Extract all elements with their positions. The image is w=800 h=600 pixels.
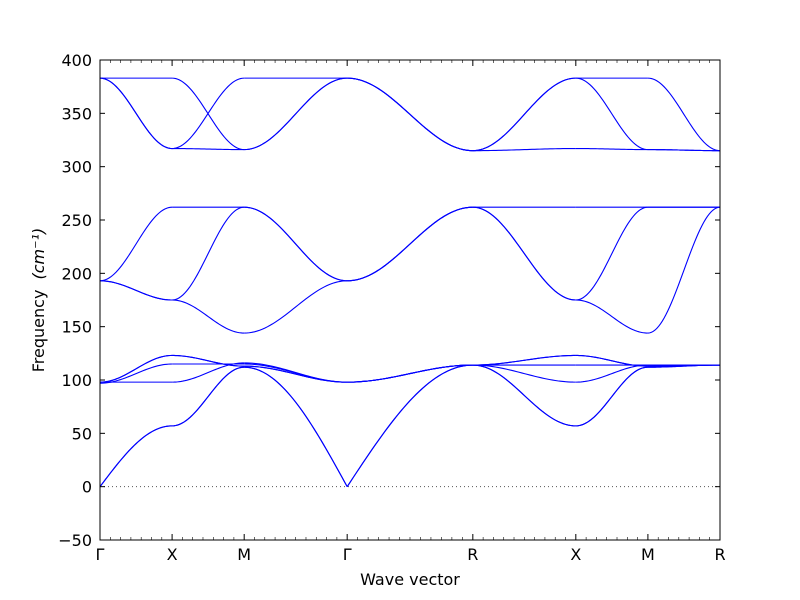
band-line [172, 206, 245, 301]
band-line [575, 366, 648, 427]
band-line [575, 147, 648, 151]
band-line [346, 364, 473, 487]
x-axis-label: Wave vector [360, 570, 460, 589]
band-line [172, 366, 245, 427]
band-line [472, 364, 576, 383]
band-line [244, 77, 348, 151]
band-line [647, 77, 721, 152]
x-tick-label: X [167, 545, 178, 564]
y-tick-label: 100 [61, 371, 92, 390]
y-tick-label: 150 [61, 318, 92, 337]
band-line [647, 206, 721, 334]
band-line [172, 147, 245, 151]
band-line [347, 206, 473, 282]
x-tick-label: Γ [343, 545, 352, 564]
plot-frame [99, 59, 721, 541]
band-line [575, 354, 648, 367]
y-tick-label: 400 [61, 51, 92, 70]
y-tick-label: −50 [58, 531, 92, 550]
x-tick-label: R [467, 545, 478, 564]
y-axis-label-unit: (cm⁻¹) [29, 228, 48, 280]
band-line [347, 364, 473, 383]
band-line [575, 364, 648, 383]
y-axis-label-text: Frequency [29, 290, 48, 373]
band-line [472, 354, 576, 366]
band-line [99, 280, 173, 301]
band-line [575, 206, 648, 301]
band-line [472, 364, 576, 427]
bands-layer [99, 77, 721, 488]
x-tick-label: X [570, 545, 581, 564]
y-tick-label: 0 [82, 478, 92, 497]
y-tick-label: 350 [61, 104, 92, 123]
band-line [472, 147, 576, 152]
x-tick-label: Γ [96, 545, 105, 564]
band-line [472, 77, 576, 152]
band-line [172, 362, 245, 383]
band-line [575, 77, 648, 151]
band-line [99, 77, 173, 150]
band-line [172, 354, 245, 367]
y-tick-label: 300 [61, 158, 92, 177]
band-line [172, 299, 245, 334]
band-line [472, 206, 576, 301]
band-line [647, 149, 720, 152]
band-line [575, 299, 648, 334]
band-line [99, 425, 173, 488]
band-line [99, 354, 173, 383]
x-tick-label: R [714, 545, 725, 564]
band-line [244, 365, 348, 383]
band-line [347, 77, 473, 152]
labels-layer: −50 0 50 100 150 200 250 300 350 400 Γ X M Γ R X M R [58, 51, 725, 564]
x-tick-label: M [237, 545, 251, 564]
band-line [647, 364, 720, 367]
band-line [244, 366, 348, 487]
y-tick-label: 250 [61, 211, 92, 230]
plot-background [100, 60, 720, 540]
band-line [244, 280, 348, 334]
y-axis-label: Frequency (cm⁻¹) [29, 228, 48, 372]
y-tick-label: 200 [61, 264, 92, 283]
band-line [99, 206, 173, 282]
band-line [244, 206, 348, 282]
y-tick-label: 50 [72, 424, 92, 443]
band-line [172, 77, 245, 151]
x-tick-label: M [641, 545, 655, 564]
